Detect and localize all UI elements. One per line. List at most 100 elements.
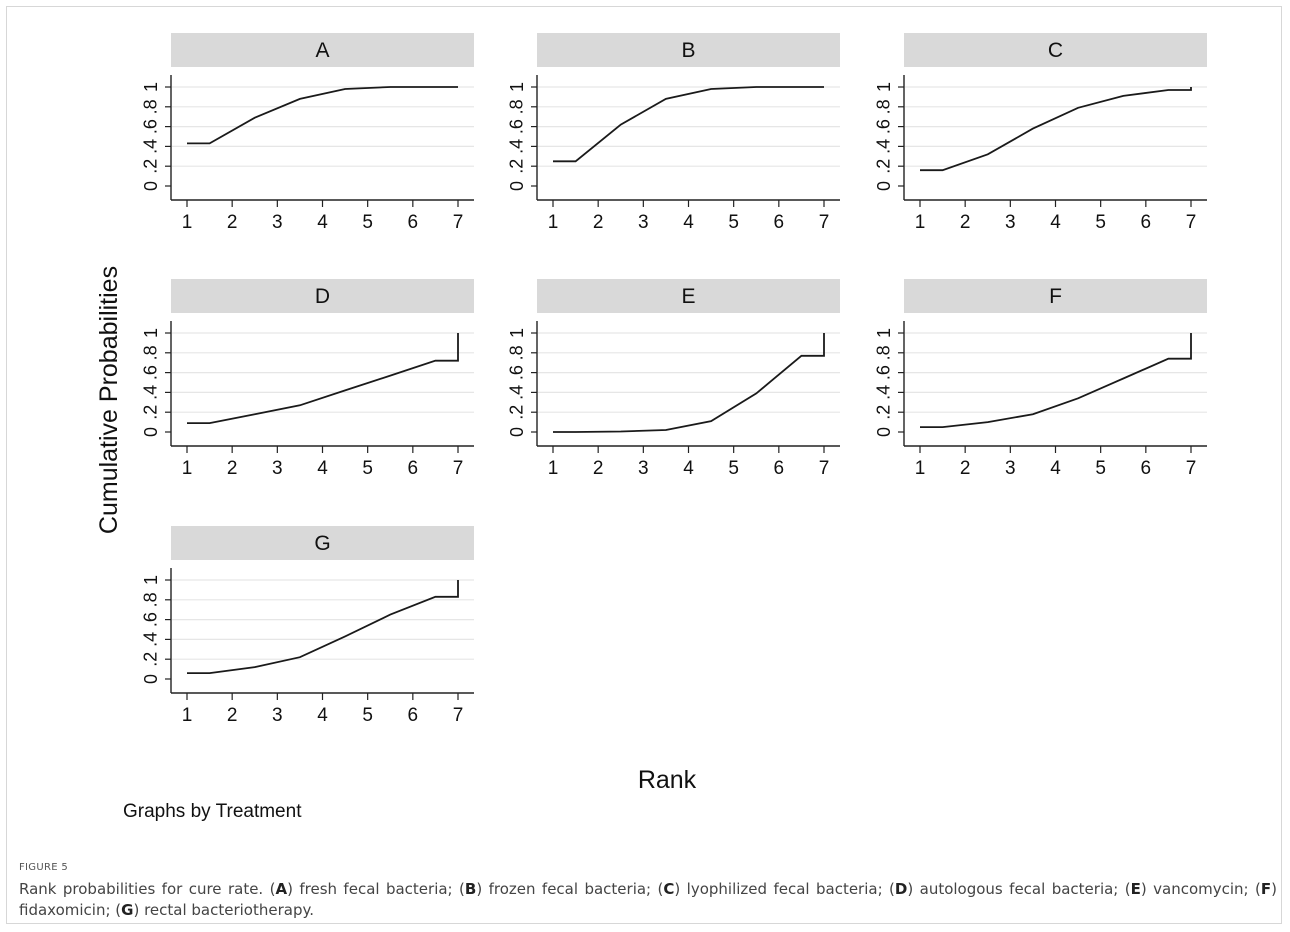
caption-segment: ) rectal bacteriotherapy. bbox=[133, 901, 314, 919]
x-tick-label: 5 bbox=[362, 212, 373, 233]
y-tick-label: .6 bbox=[141, 365, 161, 380]
series-line bbox=[553, 333, 825, 433]
series-line bbox=[187, 580, 459, 674]
x-tick-label: 3 bbox=[638, 458, 649, 479]
y-tick-label: .6 bbox=[141, 612, 161, 627]
x-tick-label: 2 bbox=[593, 212, 604, 233]
panel-f: F 0 .2 .4 .6 .8 1 1 2 3 4 5 6 7 bbox=[874, 279, 1207, 479]
y-tick-label: 1 bbox=[141, 328, 161, 338]
y-tick-label: 1 bbox=[507, 82, 527, 92]
panel-g: G 0 .2 .4 .6 .8 1 1 2 3 4 5 6 7 bbox=[141, 526, 474, 726]
y-tick-label: .2 bbox=[507, 159, 527, 174]
panel-title: C bbox=[1048, 39, 1063, 62]
y-tick-label: .6 bbox=[874, 119, 894, 134]
x-tick-label: 3 bbox=[272, 212, 283, 233]
y-tick-label: .4 bbox=[507, 139, 527, 154]
series-line bbox=[920, 333, 1192, 429]
panel-strip bbox=[904, 279, 1207, 313]
series-line bbox=[920, 87, 1192, 172]
x-tick-label: 2 bbox=[227, 458, 238, 479]
y-tick-label: .4 bbox=[874, 385, 894, 400]
x-tick-label: 6 bbox=[1141, 212, 1152, 233]
y-tick-label: .8 bbox=[507, 345, 527, 360]
y-tick-label: .2 bbox=[141, 652, 161, 667]
x-tick-label: 7 bbox=[453, 458, 464, 479]
caption-panel-letter: F bbox=[1260, 880, 1272, 898]
caption-panel-letter: D bbox=[894, 880, 908, 898]
caption-segment: Rank probabilities for cure rate. ( bbox=[19, 880, 276, 898]
panel-c: C 0 .2 .4 .6 .8 1 1 2 3 4 5 6 7 bbox=[874, 33, 1207, 233]
x-tick-label: 4 bbox=[683, 212, 694, 233]
y-tick-label: .6 bbox=[507, 119, 527, 134]
panel-title: G bbox=[314, 532, 330, 555]
panel-title: B bbox=[681, 39, 695, 62]
x-tick-label: 1 bbox=[915, 212, 926, 233]
x-tick-label: 5 bbox=[728, 212, 739, 233]
x-tick-label: 2 bbox=[960, 212, 971, 233]
panel-strip bbox=[171, 33, 474, 67]
x-tick-label: 4 bbox=[1050, 212, 1061, 233]
x-tick-label: 7 bbox=[819, 458, 830, 479]
x-tick-label: 7 bbox=[453, 212, 464, 233]
y-tick-label: .4 bbox=[141, 139, 161, 154]
x-tick-label: 2 bbox=[960, 458, 971, 479]
y-tick-label: .8 bbox=[141, 345, 161, 360]
y-tick-label: 0 bbox=[507, 181, 527, 191]
x-tick-label: 4 bbox=[317, 458, 328, 479]
y-tick-label: .4 bbox=[507, 385, 527, 400]
y-axis-title: Cumulative Probabilities bbox=[95, 266, 123, 534]
series-line bbox=[187, 333, 459, 425]
y-tick-label: .6 bbox=[874, 365, 894, 380]
y-tick-label: 1 bbox=[874, 328, 894, 338]
caption-panel-letter: C bbox=[663, 880, 675, 898]
y-tick-label: 0 bbox=[874, 427, 894, 437]
y-tick-label: 0 bbox=[141, 427, 161, 437]
x-tick-label: 2 bbox=[227, 212, 238, 233]
panel-strip bbox=[537, 279, 840, 313]
x-tick-label: 1 bbox=[182, 458, 193, 479]
x-tick-label: 3 bbox=[1005, 212, 1016, 233]
x-tick-label: 6 bbox=[774, 458, 785, 479]
panel-strip bbox=[171, 279, 474, 313]
y-tick-label: 1 bbox=[507, 328, 527, 338]
y-tick-label: .8 bbox=[141, 592, 161, 607]
x-tick-label: 2 bbox=[593, 458, 604, 479]
panel-title: A bbox=[315, 39, 329, 62]
x-tick-label: 5 bbox=[1095, 212, 1106, 233]
y-tick-label: .2 bbox=[874, 405, 894, 420]
y-tick-label: 0 bbox=[874, 181, 894, 191]
y-tick-label: .2 bbox=[874, 159, 894, 174]
y-tick-label: 0 bbox=[507, 427, 527, 437]
x-tick-label: 7 bbox=[1186, 212, 1197, 233]
y-tick-label: .8 bbox=[507, 99, 527, 114]
x-tick-label: 6 bbox=[774, 212, 785, 233]
panel-d: D 0 .2 .4 .6 .8 1 1 2 3 4 5 6 7 bbox=[141, 279, 474, 479]
x-tick-label: 7 bbox=[453, 705, 464, 726]
x-tick-label: 5 bbox=[728, 458, 739, 479]
panel-title: E bbox=[681, 285, 695, 308]
x-tick-label: 6 bbox=[408, 458, 419, 479]
series-line bbox=[553, 86, 824, 163]
panel-title: F bbox=[1049, 285, 1062, 308]
x-tick-label: 4 bbox=[317, 705, 328, 726]
x-tick-label: 5 bbox=[362, 705, 373, 726]
figure-caption: Rank probabilities for cure rate. (A) fr… bbox=[19, 879, 1277, 921]
x-tick-label: 7 bbox=[1186, 458, 1197, 479]
y-tick-label: .4 bbox=[141, 632, 161, 647]
figure-chart-grid: A 0 .2 .4 .6 .8 1 1 2 3 4 5 6 7 B 0 .2 .4 .6 .8 1 1 2 3 4 5 6 7 C 0 .2… bbox=[95, 33, 1207, 822]
y-tick-label: .2 bbox=[141, 405, 161, 420]
x-tick-label: 1 bbox=[548, 212, 559, 233]
x-tick-label: 3 bbox=[272, 705, 283, 726]
x-tick-label: 1 bbox=[915, 458, 926, 479]
y-tick-label: 0 bbox=[141, 181, 161, 191]
x-tick-label: 4 bbox=[1050, 458, 1061, 479]
panel-b: B 0 .2 .4 .6 .8 1 1 2 3 4 5 6 7 bbox=[507, 33, 840, 233]
figure-label: FIGURE 5 bbox=[19, 862, 68, 873]
caption-panel-letter: B bbox=[464, 880, 477, 898]
x-tick-label: 3 bbox=[638, 212, 649, 233]
caption-segment: ) autologous fecal bacteria; ( bbox=[907, 880, 1131, 898]
panel-e: E 0 .2 .4 .6 .8 1 1 2 3 4 5 6 7 bbox=[507, 279, 840, 479]
x-tick-label: 3 bbox=[272, 458, 283, 479]
caption-segment: ) fresh fecal bacteria; ( bbox=[287, 880, 465, 898]
caption-panel-letter: E bbox=[1130, 880, 1141, 898]
